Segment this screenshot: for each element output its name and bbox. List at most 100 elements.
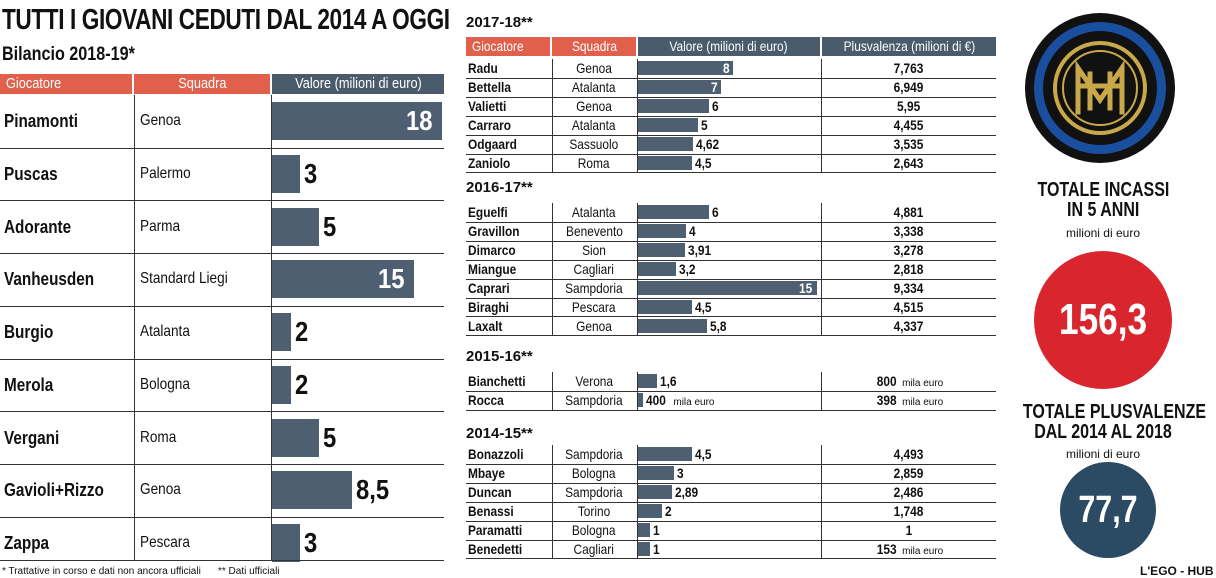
- left-team-name: Genoa: [140, 481, 181, 498]
- right-header-0: Giocatore: [466, 37, 550, 56]
- right-row-line: [466, 279, 996, 280]
- plusvalenza-value: 4,881: [894, 204, 924, 220]
- plusvalenza-value: 7,763: [894, 60, 924, 76]
- plusvalenza-value: 153 mila euro: [822, 541, 996, 560]
- left-row-line: [0, 411, 444, 412]
- plusvalenza-unit: mila euro: [902, 397, 944, 408]
- right-player-name: Valietti: [468, 98, 507, 114]
- left-player-name: Merola: [4, 375, 54, 395]
- right-team-name: Sampdoria: [565, 484, 623, 500]
- right-value-label: 4,62: [696, 136, 720, 152]
- right-divider-3: [821, 59, 822, 172]
- right-row-line: [466, 241, 996, 242]
- right-value-bar: [638, 80, 721, 94]
- right-row-line: [466, 410, 996, 411]
- plusvalenza-value: 800 mila euro: [822, 373, 996, 392]
- right-player-name: Benassi: [468, 503, 514, 519]
- right-player-name: Biraghi: [468, 299, 509, 315]
- left-row-line: [0, 517, 444, 518]
- left-value-label: 2: [295, 369, 309, 400]
- right-value-bar: [638, 319, 707, 333]
- left-value-bar: [272, 366, 291, 404]
- right-value-unit: mila euro: [673, 397, 715, 408]
- left-value-bar: [272, 313, 291, 351]
- right-team-name: Cagliari: [573, 541, 615, 557]
- right-value-bar: [638, 262, 676, 276]
- right-value-label: 4,5: [695, 155, 712, 171]
- left-team-name: Palermo: [140, 165, 191, 182]
- left-value-label: 3: [304, 158, 318, 189]
- right-player-name: Paramatti: [468, 522, 523, 538]
- right-divider-3: [821, 445, 822, 558]
- right-value-bar: [638, 447, 692, 461]
- right-team-name: Cagliari: [573, 261, 615, 277]
- right-divider-1: [552, 59, 553, 172]
- plusvalenza-value: 4,455: [894, 117, 924, 133]
- right-team-name: Pescara: [572, 299, 616, 315]
- right-team-name: Sassuolo: [569, 136, 619, 152]
- plusvalenza-value: 2,486: [894, 484, 924, 500]
- left-player-name: Pinamonti: [4, 111, 78, 131]
- left-value-bar: [272, 208, 319, 246]
- left-value-label: 3: [304, 527, 318, 558]
- right-row-line: [466, 391, 996, 392]
- right-value-bar: [638, 374, 657, 388]
- right-player-name: Bonazzoli: [468, 446, 524, 462]
- season-title: 2015-16**: [466, 348, 533, 365]
- right-value-label: 3,91: [688, 242, 712, 258]
- left-team-name: Genoa: [140, 112, 181, 129]
- total-incassi-value: 156,3: [1058, 295, 1148, 344]
- plusvalenza-value: 2,818: [894, 261, 924, 277]
- left-bottom-line: [0, 560, 444, 561]
- right-player-name: Caprari: [468, 280, 510, 296]
- left-value-bar: [272, 524, 300, 562]
- right-team-name: Atalanta: [572, 204, 616, 220]
- left-divider-1: [134, 95, 135, 561]
- right-team-name: Genoa: [576, 318, 612, 334]
- plusvalenza-value: 2,643: [894, 155, 924, 171]
- right-row-line: [466, 78, 996, 79]
- right-row-line: [466, 558, 996, 559]
- right-value-label: 5,8: [710, 318, 727, 334]
- right-value-bar: [638, 243, 685, 257]
- left-value-label: 8,5: [356, 474, 390, 505]
- plusvalenza-value: 3,278: [894, 242, 924, 258]
- right-row-line: [466, 135, 996, 136]
- left-team-name: Standard Liegi: [140, 270, 228, 287]
- plusvalenza-value: 1,748: [894, 503, 924, 519]
- page-title: TUTTI I GIOVANI CEDUTI DAL 2014 A OGGI: [2, 4, 450, 36]
- right-player-name: Bettella: [468, 79, 511, 95]
- left-row-line: [0, 359, 444, 360]
- right-row-line: [466, 483, 996, 484]
- right-divider-1: [552, 203, 553, 335]
- right-header-3: Plusvalenza (milioni di €): [822, 37, 996, 56]
- right-value-bar: [638, 156, 692, 170]
- plusvalenza-value: 3,535: [894, 136, 924, 152]
- right-divider-2: [637, 59, 638, 172]
- right-team-name: Torino: [577, 503, 611, 519]
- total-incassi-title: TOTALE INCASSI: [1037, 179, 1169, 201]
- right-team-name: Sion: [582, 242, 606, 258]
- right-value-label: 4,5: [695, 446, 712, 462]
- right-value-bar: [638, 205, 709, 219]
- right-value-bar: [638, 61, 733, 75]
- plusvalenza-value: 4,493: [894, 446, 924, 462]
- total-incassi-title-2: IN 5 ANNI: [1066, 199, 1140, 221]
- plusvalenza-unit: mila euro: [902, 546, 944, 557]
- right-row-line: [466, 222, 996, 223]
- right-value-bar: [638, 466, 674, 480]
- left-team-name: Bologna: [140, 376, 190, 393]
- left-row-line: [0, 306, 444, 307]
- right-value-bar: [638, 504, 662, 518]
- plusvalenza-value: 6,949: [894, 79, 924, 95]
- right-value-bar: [638, 523, 650, 537]
- total-plus-title-2: DAL 2014 AL 2018: [1034, 421, 1172, 443]
- right-value-bar: [638, 118, 698, 132]
- left-row-line: [0, 200, 444, 201]
- right-value-label: 7: [711, 79, 718, 95]
- right-value-bar: [638, 224, 686, 238]
- right-divider-1: [552, 445, 553, 558]
- right-value-label: 8: [723, 60, 730, 76]
- left-team-name: Roma: [140, 429, 177, 446]
- left-player-name: Gavioli+Rizzo: [4, 480, 104, 500]
